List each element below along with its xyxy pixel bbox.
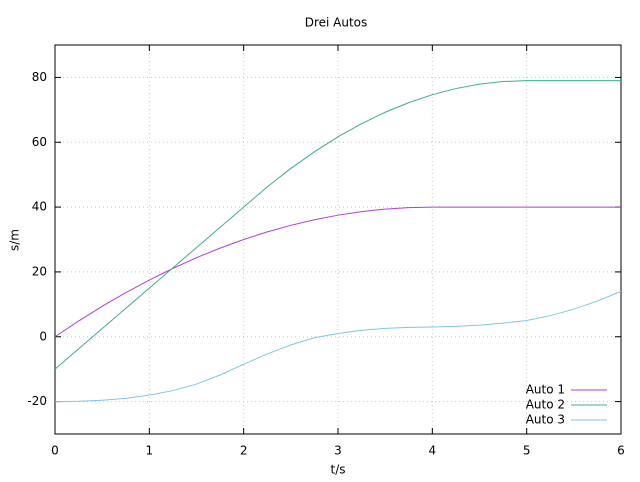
x-tick-label: 0 [51,444,59,458]
plot-frame [54,44,622,435]
x-axis-label: t/s [331,463,346,477]
x-tick-label: 2 [240,444,248,458]
legend-label: Auto 2 [526,398,565,412]
series-line [54,80,621,370]
x-tick-label: 3 [334,444,342,458]
y-axis-label: s/m [8,229,22,251]
x-tick-label: 6 [617,444,625,458]
series-line [54,290,622,403]
y-tick-label: 40 [32,200,47,214]
series-line [54,206,621,338]
chart-title: Drei Autos [305,16,368,30]
y-tick-label: 80 [32,70,47,84]
x-tick-label: 1 [146,444,154,458]
x-tick-label: 5 [523,444,531,458]
y-tick-label: 0 [39,329,47,343]
legend-label: Auto 1 [526,383,565,397]
y-tick-label: 20 [32,264,47,278]
y-tick-label: -20 [27,394,47,408]
legend-label: Auto 3 [526,413,565,427]
y-tick-label: 60 [32,135,47,149]
x-tick-label: 4 [429,444,437,458]
